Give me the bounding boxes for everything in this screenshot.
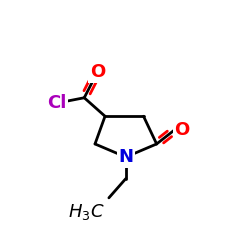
Text: Cl: Cl xyxy=(47,94,66,112)
Text: O: O xyxy=(90,63,105,81)
Text: $H_3C$: $H_3C$ xyxy=(68,202,105,222)
Text: O: O xyxy=(174,121,190,139)
Text: N: N xyxy=(118,148,133,166)
